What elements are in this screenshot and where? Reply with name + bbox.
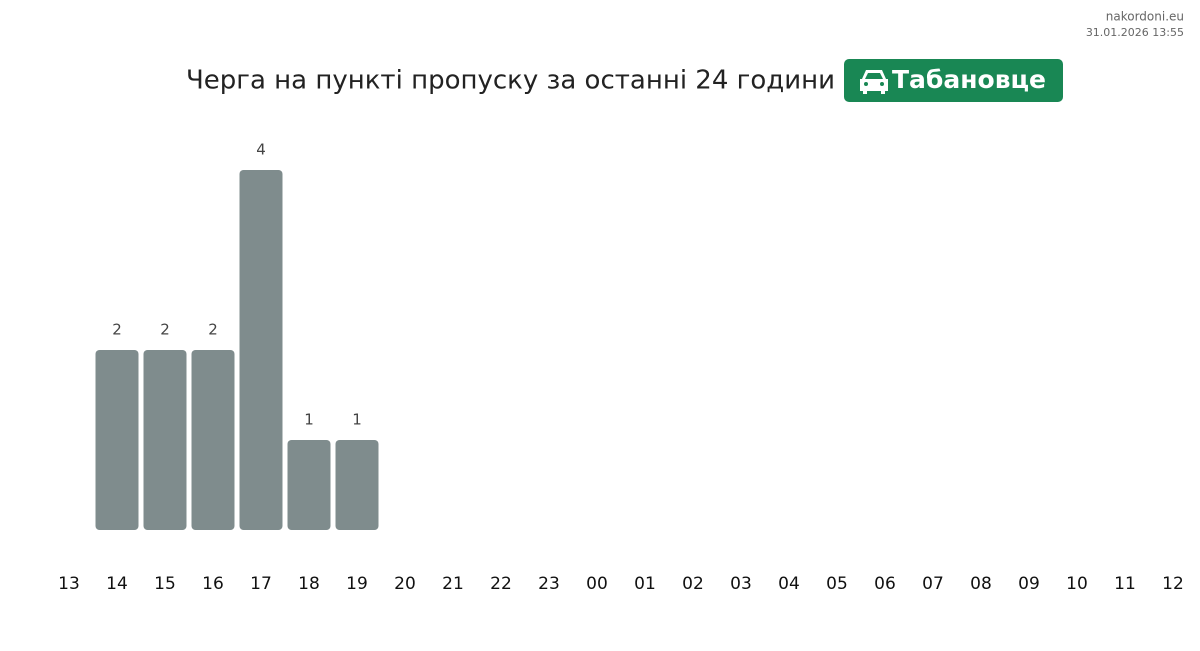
x-tick-label: 17 <box>250 574 272 594</box>
x-tick-label: 15 <box>154 574 176 594</box>
bar <box>287 440 331 530</box>
badge-label: Табановце <box>892 65 1046 94</box>
x-tick-label: 02 <box>682 574 704 594</box>
x-tick-label: 20 <box>394 574 416 594</box>
value-label: 1 <box>304 411 314 429</box>
source: nakordoni.eu <box>1106 10 1184 24</box>
x-tick-label: 05 <box>826 574 848 594</box>
bar <box>143 350 187 530</box>
x-tick-label: 04 <box>778 574 800 594</box>
value-label: 2 <box>112 321 122 339</box>
x-tick-label: 08 <box>970 574 992 594</box>
chart-title: Черга на пункті пропуску за останні 24 г… <box>186 66 835 96</box>
value-label: 2 <box>208 321 218 339</box>
value-label: 1 <box>352 411 362 429</box>
x-tick-label: 03 <box>730 574 752 594</box>
x-tick-label: 21 <box>442 574 464 594</box>
timestamp: 31.01.2026 13:55 <box>1086 26 1184 39</box>
bar <box>95 350 139 530</box>
x-tick-label: 16 <box>202 574 224 594</box>
x-tick-label: 22 <box>490 574 512 594</box>
x-tick-label: 13 <box>58 574 80 594</box>
value-label: 2 <box>160 321 170 339</box>
value-label: 4 <box>256 141 266 159</box>
x-tick-label: 01 <box>634 574 656 594</box>
x-tick-label: 11 <box>1114 574 1136 594</box>
car-icon <box>860 70 888 94</box>
x-tick-label: 07 <box>922 574 944 594</box>
x-tick-label: 23 <box>538 574 560 594</box>
x-tick-label: 10 <box>1066 574 1088 594</box>
x-tick-label: 19 <box>346 574 368 594</box>
bar <box>239 170 283 530</box>
bar <box>191 350 235 530</box>
x-tick-label: 09 <box>1018 574 1040 594</box>
bar <box>335 440 379 530</box>
x-tick-label: 00 <box>586 574 608 594</box>
x-tick-label: 14 <box>106 574 128 594</box>
x-tick-label: 18 <box>298 574 320 594</box>
x-tick-label: 06 <box>874 574 896 594</box>
badge <box>844 59 1063 102</box>
x-tick-label: 12 <box>1162 574 1184 594</box>
